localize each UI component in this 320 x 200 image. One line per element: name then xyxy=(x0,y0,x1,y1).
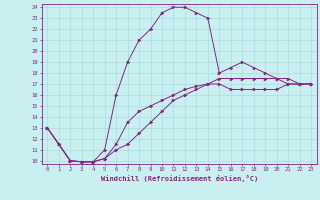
X-axis label: Windchill (Refroidissement éolien,°C): Windchill (Refroidissement éolien,°C) xyxy=(100,175,258,182)
